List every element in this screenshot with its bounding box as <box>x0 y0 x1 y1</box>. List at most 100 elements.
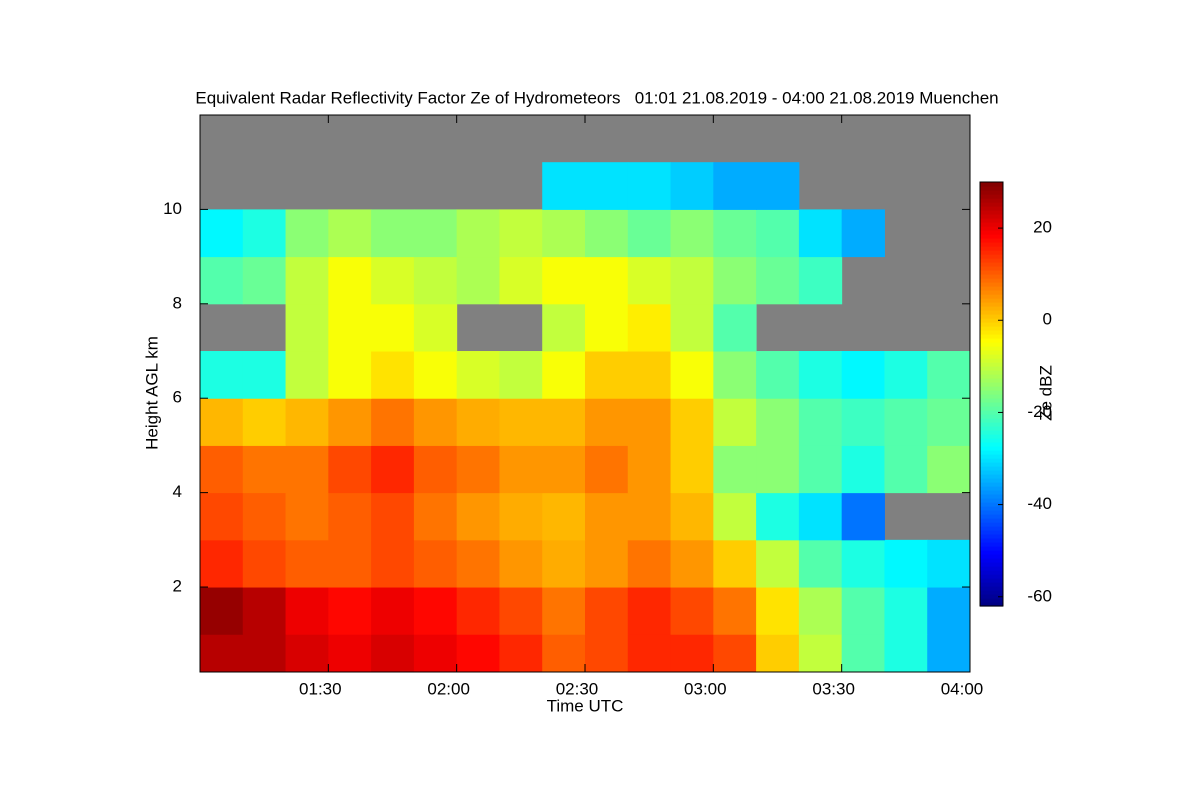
x-axis-label: Time UTC <box>547 696 624 715</box>
colorbar-slice <box>980 370 1003 375</box>
heat-cell <box>927 587 970 635</box>
colorbar-slice <box>980 298 1003 303</box>
colorbar-slice <box>980 334 1003 339</box>
heat-cell <box>328 492 372 541</box>
colorbar-slice <box>980 574 1003 579</box>
heat-cell <box>200 256 244 305</box>
heat-cell <box>585 445 629 494</box>
heat-cell <box>585 587 629 635</box>
colorbar-slice <box>980 290 1003 295</box>
colorbar-slice <box>980 546 1003 551</box>
heat-cell <box>371 303 415 352</box>
heat-cell <box>542 256 586 305</box>
heat-cell <box>756 539 800 588</box>
colorbar-slice <box>980 258 1003 263</box>
heat-cell <box>413 256 458 305</box>
colorbar-slice <box>980 190 1003 195</box>
heat-cell <box>413 587 458 635</box>
colorbar-slice <box>980 382 1003 387</box>
x-tick-label: 03:00 <box>684 679 727 698</box>
heat-cell <box>456 492 500 541</box>
x-tick-label: 03:30 <box>812 679 855 698</box>
heat-cell <box>456 445 500 494</box>
colorbar-slice <box>980 362 1003 367</box>
heat-cell <box>242 587 287 635</box>
heat-cell <box>328 539 372 588</box>
heat-cell <box>927 445 970 494</box>
heat-cell <box>456 398 500 446</box>
heat-cell <box>756 209 800 258</box>
heat-cell <box>200 539 244 588</box>
colorbar-slice <box>980 498 1003 503</box>
heat-cell <box>456 209 500 258</box>
colorbar-slice <box>980 262 1003 267</box>
heat-cell <box>200 492 244 541</box>
heat-cell <box>756 351 800 399</box>
colorbar-slice <box>980 358 1003 363</box>
heat-cell <box>670 209 714 258</box>
x-tick-label: 02:00 <box>427 679 470 698</box>
colorbar-slice <box>980 210 1003 215</box>
heat-cell <box>413 351 458 399</box>
heat-cell <box>670 398 714 446</box>
heat-cell <box>798 539 843 588</box>
colorbar-slice <box>980 294 1003 299</box>
colorbar-slice <box>980 518 1003 523</box>
heat-cell <box>884 445 928 494</box>
colorbar-slice <box>980 406 1003 411</box>
colorbar-slice <box>980 414 1003 419</box>
colorbar-slice <box>980 282 1003 287</box>
heat-cell <box>542 587 586 635</box>
colorbar-slice <box>980 218 1003 223</box>
colorbar-slice <box>980 438 1003 443</box>
heat-cell <box>371 634 415 672</box>
colorbar-slice <box>980 214 1003 219</box>
heat-cell <box>841 587 885 635</box>
heat-cell <box>285 539 329 588</box>
heat-cell <box>499 351 543 399</box>
heat-cell <box>585 634 629 672</box>
heat-cell <box>841 351 885 399</box>
heat-cell <box>413 398 458 446</box>
colorbar-slice <box>980 274 1003 279</box>
heat-cell <box>285 587 329 635</box>
heat-cell <box>371 587 415 635</box>
x-tick-label: 04:00 <box>941 679 984 698</box>
colorbar-slice <box>980 522 1003 527</box>
colorbar-slice <box>980 474 1003 479</box>
heat-cell <box>798 209 843 258</box>
heat-cell <box>242 256 287 305</box>
heat-cell <box>499 587 543 635</box>
chart-title: Equivalent Radar Reflectivity Factor Ze … <box>195 88 998 107</box>
heat-cell <box>670 634 714 672</box>
heat-cell <box>798 445 843 494</box>
heat-cell <box>927 398 970 446</box>
colorbar-slice <box>980 442 1003 447</box>
heat-cell <box>670 162 714 210</box>
heat-cell <box>328 398 372 446</box>
colorbar <box>980 182 1003 607</box>
heat-cell <box>713 445 757 494</box>
heat-cell <box>542 539 586 588</box>
colorbar-slice <box>980 270 1003 275</box>
heat-cell <box>328 634 372 672</box>
heat-cell <box>285 351 329 399</box>
colorbar-slice <box>980 422 1003 427</box>
heat-cell <box>884 634 928 672</box>
colorbar-slice <box>980 538 1003 543</box>
heat-cell <box>670 587 714 635</box>
colorbar-slice <box>980 242 1003 247</box>
y-tick-label: 4 <box>173 482 182 501</box>
y-tick-label: 6 <box>173 388 182 407</box>
heat-cell <box>542 162 586 210</box>
colorbar-slice <box>980 486 1003 491</box>
heat-cell <box>756 398 800 446</box>
colorbar-slice <box>980 490 1003 495</box>
heat-cell <box>756 445 800 494</box>
heat-cell <box>841 539 885 588</box>
heat-cell <box>499 256 543 305</box>
heat-cell <box>456 256 500 305</box>
heat-cell <box>713 162 757 210</box>
colorbar-slice <box>980 434 1003 439</box>
heat-cell <box>627 634 672 672</box>
